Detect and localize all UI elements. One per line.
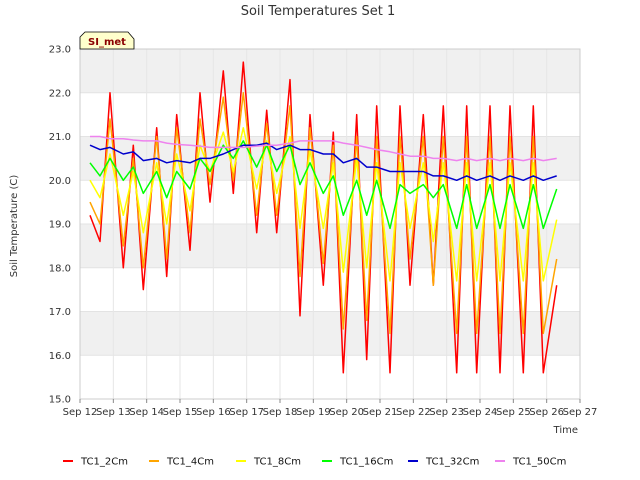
plot-frame [79, 48, 581, 400]
legend-item: TC1_16Cm [322, 457, 393, 468]
x-tick-label: Sep 20 [329, 407, 364, 418]
x-tick-label: Sep 12 [63, 407, 98, 418]
series-line-tc1-4cm [89, 92, 558, 335]
x-tick-label: Sep 27 [563, 407, 598, 418]
station-badge: SI_met [79, 31, 135, 50]
series-line-tc1-16cm [89, 140, 558, 230]
plot-band [80, 49, 580, 93]
legend-label: TC1_4Cm [166, 457, 214, 468]
legend-item: TC1_4Cm [149, 457, 214, 468]
x-tick-label: Sep 17 [229, 407, 264, 418]
series-line-tc1-50cm [90, 135, 557, 162]
series-line-tc1-2cm [89, 61, 558, 374]
x-tick-label: Sep 22 [396, 407, 431, 418]
y-tick-label: 21.0 [49, 132, 71, 143]
legend-item: TC1_32Cm [408, 457, 479, 468]
series-lines [89, 61, 558, 374]
legend-label: TC1_16Cm [339, 457, 393, 468]
x-tick-label: Sep 16 [196, 407, 231, 418]
y-tick-label: 23.0 [49, 45, 71, 56]
x-tick-label: Sep 24 [463, 407, 498, 418]
badge-label: SI_met [88, 37, 126, 48]
legend-label: TC1_8Cm [253, 457, 301, 468]
badge-shape [79, 31, 135, 50]
x-tick-label: Sep 21 [363, 407, 398, 418]
x-tick-label: Sep 15 [163, 407, 198, 418]
x-tick-label: Sep 26 [529, 407, 564, 418]
y-tick-label: 16.0 [49, 351, 71, 362]
x-tick-label: Sep 18 [263, 407, 298, 418]
legend-item: TC1_50Cm [495, 457, 566, 468]
legend-label: TC1_50Cm [512, 457, 566, 468]
x-tick-label: Sep 23 [429, 407, 464, 418]
y-axis-title: Soil Temperature (C) [9, 175, 20, 278]
legend-label: TC1_32Cm [425, 457, 479, 468]
x-tick-label: Sep 13 [96, 407, 131, 418]
y-tick-label: 20.0 [49, 176, 71, 187]
series-line-tc1-8cm [89, 127, 558, 282]
x-tick-label: Sep 19 [296, 407, 331, 418]
y-axis-ticks: 15.0 16.0 17.0 18.0 19.0 20.0 21.0 22.0 23.0 [49, 45, 71, 406]
y-tick-label: 22.0 [49, 88, 71, 99]
chart-title: Soil Temperatures Set 1 [241, 4, 396, 19]
legend-item: TC1_8Cm [236, 457, 301, 468]
y-tick-label: 19.0 [49, 220, 71, 231]
x-tick-label: Sep 25 [496, 407, 531, 418]
legend: TC1_2Cm TC1_4Cm TC1_8Cm TC1_16Cm TC1_32Cm TC1… [63, 457, 566, 468]
plot-bands [80, 49, 580, 356]
series-line-tc1-32cm [89, 142, 557, 182]
legend-label: TC1_2Cm [80, 457, 128, 468]
y-tick-label: 18.0 [49, 263, 71, 274]
x-tick-label: Sep 14 [129, 407, 164, 418]
plot-band [80, 311, 580, 356]
y-tick-label: 17.0 [49, 307, 71, 318]
y-tick-label: 15.0 [49, 395, 71, 406]
x-axis-title: Time [553, 425, 578, 436]
legend-item: TC1_2Cm [63, 457, 128, 468]
